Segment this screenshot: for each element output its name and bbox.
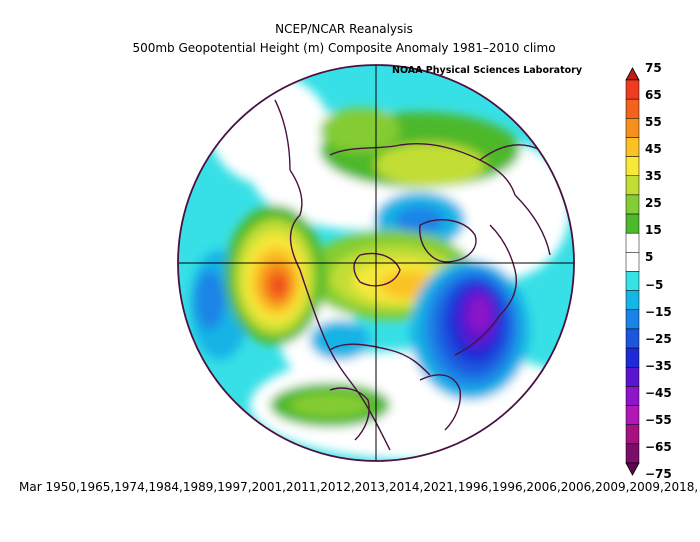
arctic-trough [395, 206, 445, 234]
colorbar-label: 45 [645, 142, 662, 157]
pacific-trough [195, 270, 225, 330]
colorbar-swatch [625, 290, 640, 311]
colorbar-swatch [625, 213, 640, 234]
colorbar-swatch [625, 79, 640, 100]
colorbar-label: −35 [645, 358, 672, 373]
colorbar-label: −5 [645, 277, 664, 292]
colorbar-label: 65 [645, 88, 662, 103]
colorbar-swatch [625, 443, 640, 464]
colorbar-label: 75 [645, 61, 662, 75]
colorbar-label: −65 [645, 439, 672, 454]
colorbar-swatch [625, 194, 640, 215]
colorbar-swatch [625, 232, 640, 253]
colorbar-swatch [625, 137, 640, 157]
composite-years: Mar 1950,1965,1974,1984,1989,1997,2001,2… [19, 480, 699, 494]
colorbar-swatch [625, 156, 640, 177]
colorbar-label: 5 [645, 250, 654, 265]
colorbar-bottom-arrow [625, 462, 640, 476]
colorbar-swatch [625, 309, 640, 330]
colorbar-label: 15 [645, 223, 662, 238]
colorbar-swatch [625, 98, 640, 119]
colorbar-swatch [625, 328, 640, 349]
colorbar-label: −45 [645, 385, 672, 400]
colorbar-swatch [625, 252, 640, 272]
credit-label: NOAA Physical Sciences Laboratory [392, 65, 583, 76]
colorbar-label: −15 [645, 304, 672, 319]
colorbar-top-arrow [625, 67, 640, 81]
coastlines [274, 99, 551, 451]
colorbar-swatch [625, 367, 640, 387]
colorbar-swatch [625, 424, 640, 445]
colorbar-swatch [625, 405, 640, 425]
title-line-1: NCEP/NCAR Reanalysis [275, 22, 413, 36]
north-atlantic-trough [469, 296, 491, 332]
colorbar-label: −55 [645, 412, 672, 427]
colorbar-label: −75 [645, 467, 672, 481]
colorbar-label: 35 [645, 169, 662, 184]
colorbar-swatch [625, 118, 640, 138]
colorbar-swatch [625, 347, 640, 368]
colorbar-swatch [625, 271, 640, 291]
title-line-2: 500mb Geopotential Height (m) Composite … [132, 41, 556, 55]
colorbar-label: −25 [645, 331, 672, 346]
map-boundary [177, 64, 575, 462]
colorbar-swatch [625, 386, 640, 406]
colorbar-swatch [625, 175, 640, 196]
colorbar-label: 55 [645, 115, 662, 130]
colorbar-label: 25 [645, 196, 662, 211]
